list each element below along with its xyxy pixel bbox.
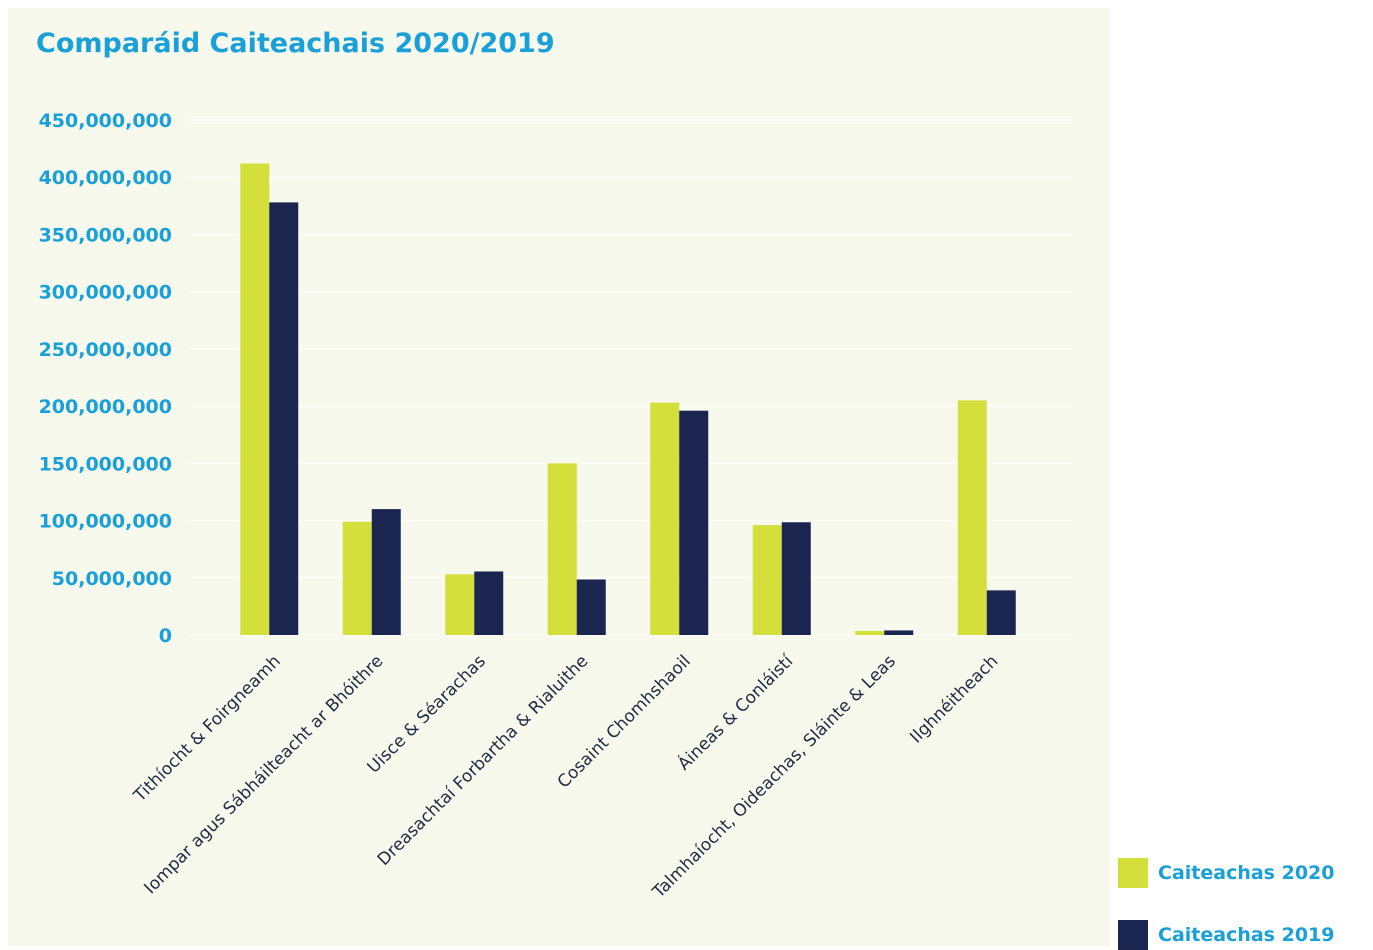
bar-2020 [855,630,885,635]
bar-2019 [679,410,709,635]
x-tick-label: Talmhaíocht, Oideachas, Sláinte & Leas [648,651,900,903]
y-tick-label: 0 [159,625,172,647]
legend-item-2019: Caiteachas 2019 [1118,920,1334,950]
bar-2019 [474,571,504,635]
bar-2020 [650,402,680,635]
y-tick-label: 150,000,000 [39,453,172,475]
bar-2020 [240,163,270,635]
y-tick-label: 50,000,000 [52,568,172,590]
y-tick-label: 450,000,000 [39,110,172,132]
y-tick-label: 200,000,000 [39,396,172,418]
x-tick-label: Dreasachtaí Forbartha & Rialuithe [374,651,592,869]
x-tick-label: Ilghnéitheach [906,651,1002,747]
legend-item-2020: Caiteachas 2020 [1118,858,1334,888]
bar-2020 [445,574,475,635]
legend-label-2019: Caiteachas 2019 [1158,924,1335,946]
y-tick-label: 350,000,000 [39,224,172,246]
bar-2019 [884,630,914,635]
legend-label-2020: Caiteachas 2020 [1158,862,1335,884]
bar-2020 [752,525,782,635]
gridlines [188,119,1072,636]
legend-swatch-2020 [1118,858,1148,888]
bar-2019 [269,202,299,635]
y-tick-label: 250,000,000 [39,339,172,361]
bar-2019 [781,522,811,635]
y-tick-label: 300,000,000 [39,282,172,304]
bars [240,163,1016,635]
bar-2020 [342,521,372,635]
x-tick-label: Iompar agus Sábháilteacht ar Bhóithre [140,651,387,898]
y-axis-ticks: 0 50,000,000 100,000,000 150,000,000 200,000… [39,110,172,647]
bar-2019 [986,590,1016,635]
bar-2019 [576,579,606,635]
y-tick-label: 400,000,000 [39,167,172,189]
bar-2020 [547,463,577,635]
bar-2019 [371,509,401,635]
chart-title: Comparáid Caiteachais 2020/2019 [36,28,555,59]
legend-swatch-2019 [1118,920,1148,950]
bar-2020 [957,400,987,635]
y-tick-label: 100,000,000 [39,511,172,533]
